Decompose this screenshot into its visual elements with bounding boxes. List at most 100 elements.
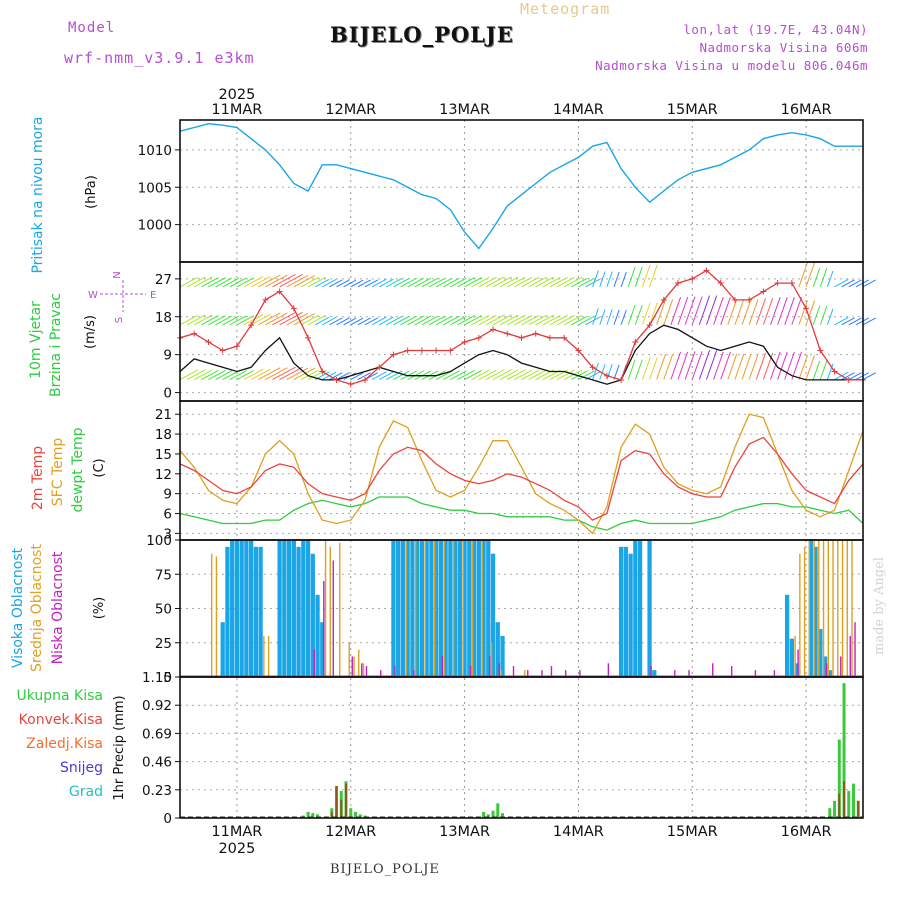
wind-arrow [677, 297, 689, 325]
precip-total-bar [486, 814, 490, 818]
wind-arrow [350, 279, 364, 288]
wind-arrow [236, 370, 254, 380]
wind-ylabel-1: 10m Vjetar [28, 301, 44, 379]
wind-gust-marker [205, 339, 212, 346]
wind-arrow [549, 314, 568, 326]
wind-arrow [378, 316, 394, 326]
wind-arrow [585, 278, 601, 288]
wind-arrow [215, 370, 233, 380]
wind-arrow [819, 305, 828, 325]
wind-arrow [336, 279, 350, 288]
wind-arrow [599, 271, 606, 288]
cloud-high-bar [628, 553, 633, 677]
wind-arrow [848, 279, 862, 288]
wind-gust-marker [760, 288, 767, 295]
wind-arrow [265, 367, 288, 380]
wind-gust-marker [290, 305, 297, 312]
wind-arrow [400, 315, 417, 326]
precip-legend-item: Grad [69, 784, 103, 800]
cloud-high-bar [220, 622, 225, 677]
wind-arrow [841, 317, 855, 326]
wind-arrow [606, 364, 613, 380]
cloud-high-bar [789, 638, 794, 677]
cloud-high-bar [282, 540, 287, 677]
wind-gust-marker [603, 372, 610, 379]
precip-total-bar [833, 800, 837, 818]
cloud-high-bar [794, 663, 799, 677]
precip-total-bar [847, 791, 851, 818]
wind-gust-marker [490, 326, 497, 333]
wind-arrow [826, 270, 834, 288]
wind-arrow [770, 297, 781, 325]
wind-arrow [805, 355, 816, 380]
pressure-unit: (hPa) [84, 175, 99, 209]
compass-w: W [88, 290, 98, 301]
wind-arrow [186, 369, 206, 380]
wind-arrow [179, 369, 198, 380]
wind-arrow [684, 296, 696, 325]
wind-arrow [492, 369, 512, 380]
wind-gust-marker [646, 322, 653, 329]
wind-arrow [428, 277, 446, 288]
y-tick-label: 0 [163, 386, 172, 402]
y-tick-label: 21 [155, 407, 172, 423]
y-tick-label: 15 [155, 447, 172, 463]
wind-arrow [464, 277, 483, 288]
wind-arrow [272, 311, 296, 326]
temp-ylabel-2m: 2m Temp [30, 446, 46, 510]
wind-arrow [549, 276, 568, 288]
wind-arrow [812, 268, 821, 288]
precip-total-bar [501, 813, 505, 818]
wind-arrow [556, 369, 575, 380]
y-tick-label: 9 [163, 348, 172, 364]
cloud-high-bar [818, 629, 823, 677]
lonlat-label: lon,lat (19.7E, 43.04N) [683, 22, 868, 37]
y-tick-label: 1.15 [142, 670, 172, 686]
wind-gust-marker [660, 296, 667, 303]
wind-gust-marker [248, 322, 255, 329]
wind-arrow [791, 297, 802, 325]
cloud-high-bar [652, 670, 657, 677]
wind-arrow [592, 270, 599, 288]
wind-arrow [812, 360, 821, 380]
cloud-high-bar [490, 553, 496, 677]
wind-arrow [819, 268, 828, 288]
wind-arrow [727, 299, 738, 325]
y-tick-label: 0.23 [142, 783, 172, 799]
wind-arrow [286, 313, 309, 326]
wind-gust-marker [219, 347, 226, 354]
wind-gust-marker [333, 376, 340, 383]
bottom-day-label: 12MAR [325, 824, 376, 840]
cloud-high-bar [633, 540, 638, 677]
wind-arrow [507, 369, 526, 380]
wind-arrow [805, 262, 816, 288]
wind-arrow [386, 277, 403, 288]
wind-arrow [193, 276, 213, 288]
cloud-high-bar [486, 540, 491, 677]
cloud-high-bar [438, 540, 444, 677]
wind-gust-marker [461, 339, 468, 346]
cloud-high-bar [495, 622, 500, 677]
wind-arrow [371, 278, 387, 288]
wind-arrow [542, 314, 561, 326]
wind-arrow [222, 277, 240, 288]
wind-arrow [364, 279, 379, 288]
grid-layer [180, 120, 863, 819]
wind-arrow [336, 372, 350, 380]
cloud-high-bar [429, 540, 434, 677]
wind-arrow [307, 314, 326, 326]
wind-arrow [571, 370, 588, 380]
wind-arrow [272, 366, 296, 380]
wind-arrow [507, 314, 526, 326]
wind-arrow [578, 277, 595, 288]
wind-arrow [371, 316, 387, 326]
cloud-high-bar [467, 540, 472, 677]
wind-arrow [443, 315, 460, 326]
wind-arrow [329, 372, 343, 380]
wind-arrow [329, 317, 343, 326]
cloud-high-bar [234, 540, 240, 677]
top-day-label: 11MAR [211, 102, 262, 118]
wind-arrow [748, 353, 759, 380]
wind-arrow [627, 304, 636, 325]
wind-arrow [464, 315, 483, 326]
